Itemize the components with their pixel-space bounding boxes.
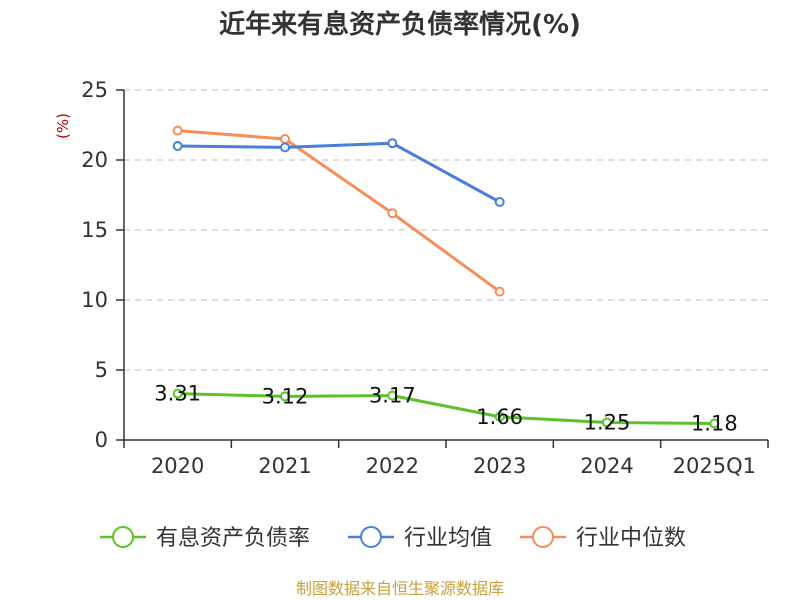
y-tick-label: 10 (81, 288, 108, 312)
y-tick-label: 5 (95, 358, 108, 382)
legend-marker-icon (532, 526, 554, 548)
y-tick-label: 0 (95, 428, 108, 452)
data-point (494, 286, 505, 297)
data-point (494, 411, 505, 422)
legend-item[interactable]: 行业均值 (348, 526, 492, 551)
data-point (280, 142, 290, 153)
data-point (709, 418, 720, 429)
series-line (177, 141, 501, 204)
legend-item[interactable]: 行业中位数 (520, 526, 686, 551)
grid-lines (124, 89, 768, 371)
data-point (280, 391, 290, 402)
x-tick-label: 2024 (580, 454, 633, 478)
data-labels: 3.31 3.12 3.17 1.66 1.25 1.18 (154, 382, 737, 436)
y-tick-label: 20 (81, 148, 108, 172)
axes: 0 5 10 15 20 25 2020 2021 2022 2023 2024 2025Q1 (81, 78, 769, 478)
data-point (494, 197, 505, 207)
legend-label: 有息资产负债率 (156, 526, 310, 551)
series-layer (172, 125, 720, 429)
data-label: 3.17 (369, 384, 416, 408)
data-point (387, 138, 398, 149)
data-point (387, 390, 398, 401)
data-label: 1.25 (584, 411, 631, 435)
x-tick-label: 2022 (366, 454, 419, 478)
x-tick-label: 2023 (473, 454, 526, 478)
legend: 有息资产负债率 行业均值 行业中位数 (100, 526, 686, 551)
data-point (280, 134, 290, 144)
data-point (172, 125, 183, 136)
y-tick-label: 15 (81, 218, 108, 242)
data-label: 1.66 (476, 405, 523, 429)
legend-label: 行业均值 (404, 526, 492, 551)
legend-label: 行业中位数 (576, 526, 686, 551)
legend-marker-icon (360, 526, 382, 548)
x-tick-label: 2021 (258, 454, 311, 478)
source-note: 制图数据来自恒生聚源数据库 (296, 579, 504, 598)
x-tick-label: 2020 (151, 454, 204, 478)
data-point (387, 208, 398, 219)
data-point (172, 141, 183, 151)
x-tick-label: 2025Q1 (673, 454, 756, 478)
series-line (177, 392, 715, 425)
y-tick-label: 25 (81, 78, 108, 102)
chart-title: 近年来有息资产负债率情况(%) (219, 9, 581, 40)
legend-item[interactable]: 有息资产负债率 (100, 526, 310, 551)
series-line (177, 129, 501, 293)
legend-marker-icon (112, 526, 134, 548)
data-label: 3.12 (262, 384, 309, 408)
data-point (172, 388, 183, 399)
data-label: 3.31 (154, 382, 201, 406)
y-axis-label: (%) (54, 113, 72, 139)
data-point (602, 417, 612, 428)
data-label: 1.18 (691, 411, 738, 435)
